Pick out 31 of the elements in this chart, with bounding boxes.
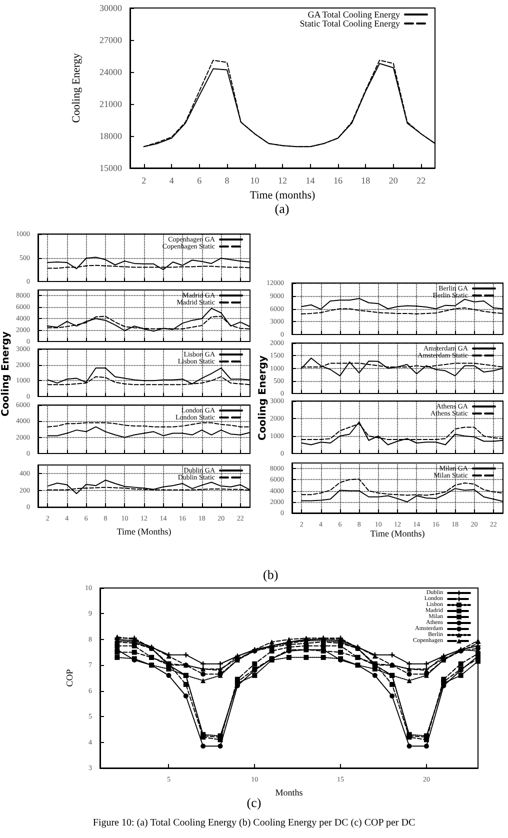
x-tick-label: 8 <box>224 176 230 186</box>
x-tick-label: 6 <box>197 176 202 186</box>
x-tick-label: 2 <box>142 176 146 186</box>
text: (a) <box>274 201 290 216</box>
x-axis-title: Time (Months) <box>370 528 425 538</box>
x-tick-label: 20 <box>388 176 398 186</box>
text: (b) <box>263 567 278 582</box>
y-tick-label: 27000 <box>100 35 122 45</box>
x-axis-title: Months <box>275 787 304 798</box>
y-tick-label: 21000 <box>100 99 122 109</box>
y-axis-title: Cooling Energy <box>258 355 268 441</box>
x-axis-title: Time (months) <box>250 189 316 202</box>
x-tick-label: 14 <box>306 176 316 186</box>
y-tick-label: 15000 <box>100 163 122 173</box>
y-tick-label: 18000 <box>100 131 122 141</box>
x-axis-title: Time (Months) <box>116 526 172 536</box>
legend-label: GA Total Cooling Energy <box>308 10 400 20</box>
x-tick-label: 12 <box>278 176 287 186</box>
y-axis-title: Cooling Energy <box>0 331 12 417</box>
x-tick-label: 10 <box>250 176 260 186</box>
y-axis-title: Cooling Energy <box>70 52 82 123</box>
y-axis-title: COP <box>64 669 75 687</box>
x-tick-label: 16 <box>333 176 343 186</box>
caption: Figure 10: (a) Total Cooling Energy (b) Cooling Energy per DC (c) COP per DC <box>92 818 416 828</box>
y-tick-label: 30000 <box>100 3 122 13</box>
x-tick-label: 22 <box>416 176 426 186</box>
text: (c) <box>246 795 262 810</box>
x-tick-label: 18 <box>361 176 371 186</box>
legend-label: Static Total Cooling Energy <box>300 18 400 28</box>
x-tick-label: 4 <box>169 176 174 186</box>
y-tick-label: 24000 <box>100 67 122 77</box>
